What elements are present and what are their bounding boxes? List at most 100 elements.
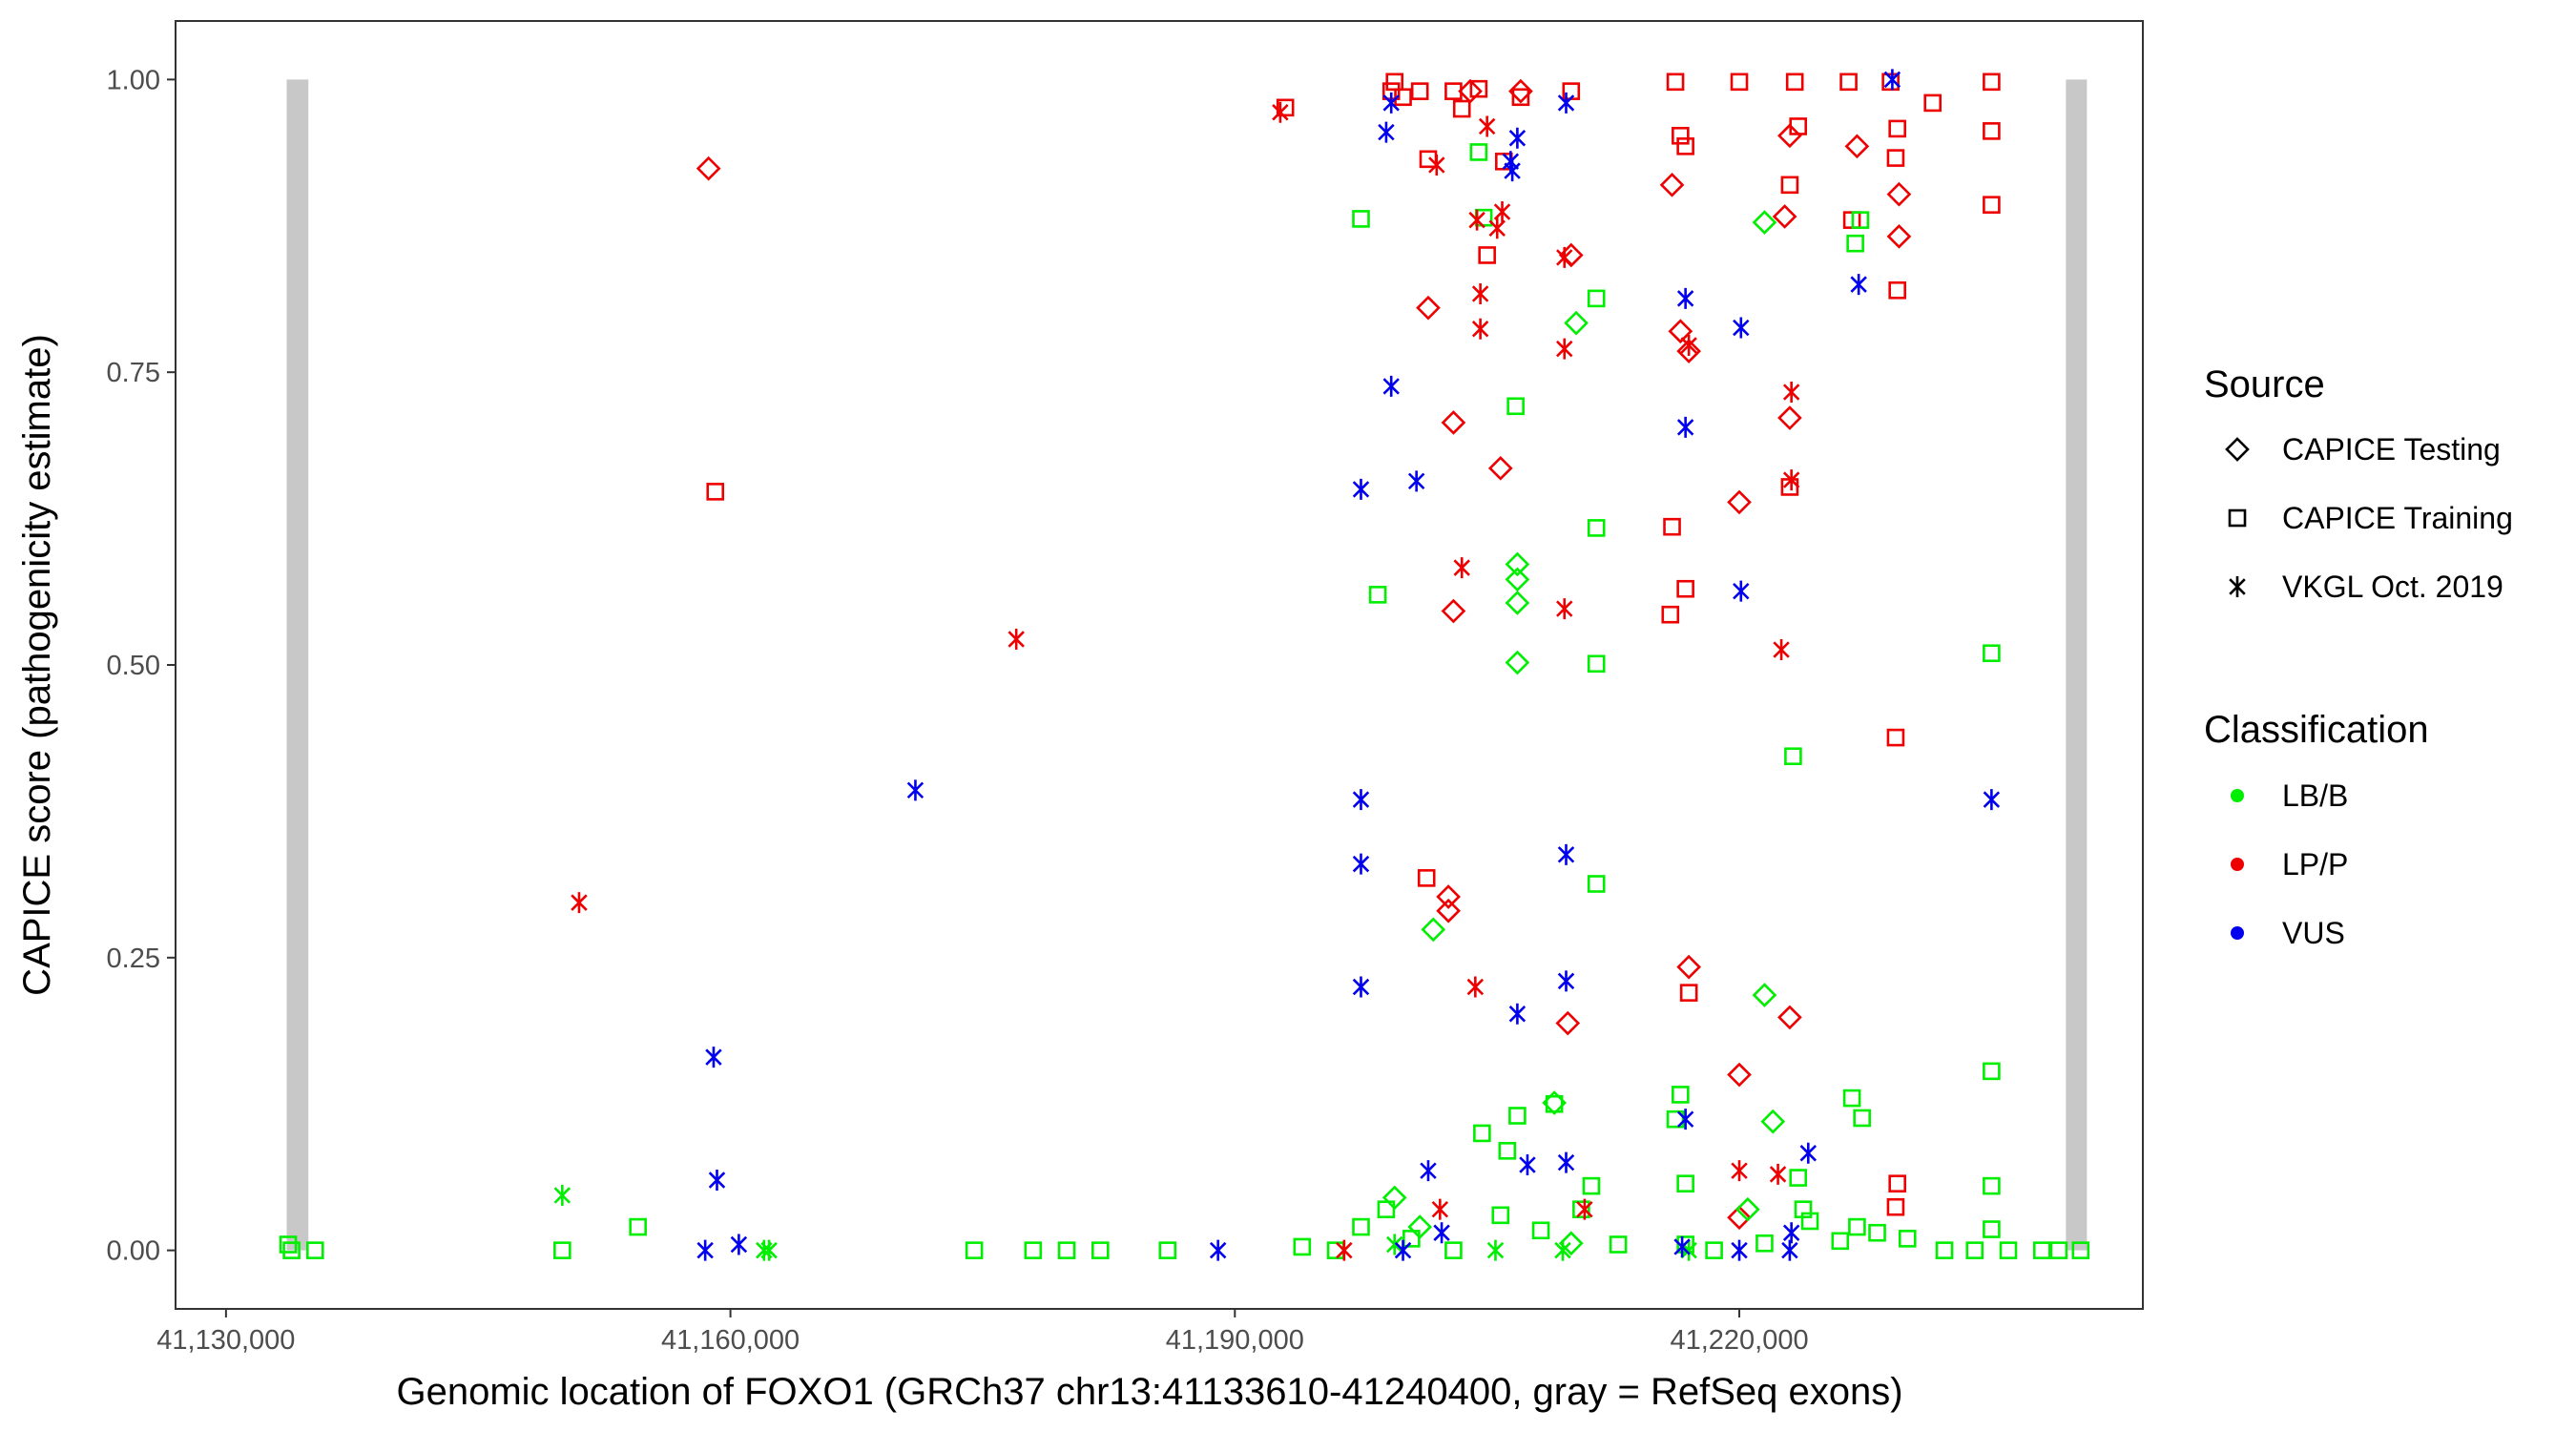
data-point-training-lb-b-7 xyxy=(1024,1241,1043,1259)
data-point-training-lb-b-31 xyxy=(1672,1086,1690,1104)
data-point-training-lp-p-34 xyxy=(1983,73,2001,92)
data-point-training-lp-p-38 xyxy=(1789,117,1808,135)
exon-bar-2 xyxy=(2066,79,2088,1251)
data-point-vkgl-vus-5 xyxy=(906,779,924,801)
data-point-training-lb-b-29 xyxy=(1531,1221,1550,1240)
data-point-vkgl-vus-4 xyxy=(730,1234,748,1255)
y-tick-label-2: 0.25 xyxy=(107,944,160,974)
data-point-training-lb-b-52 xyxy=(1846,234,1864,253)
data-point-training-lp-p-21 xyxy=(1785,73,1804,92)
data-point-vkgl-lb-b-5 xyxy=(1486,1239,1505,1261)
x-tick-label-1: 41,130,000 xyxy=(156,1325,295,1356)
data-point-testing-lp-p-9 xyxy=(1659,172,1685,197)
data-point-vkgl-lp-p-11 xyxy=(1488,218,1506,239)
data-point-training-lb-b-9 xyxy=(1091,1241,1110,1259)
data-point-training-lb-b-21 xyxy=(1587,519,1606,537)
data-point-training-lp-p-7 xyxy=(1444,82,1463,100)
data-point-training-lp-p-30 xyxy=(1886,728,1905,747)
data-point-testing-lp-p-19 xyxy=(1777,1005,1802,1030)
data-point-vkgl-vus-17 xyxy=(1433,1222,1450,1244)
data-point-vkgl-lp-p-3 xyxy=(1272,101,1289,123)
data-point-vkgl-lp-p-6 xyxy=(1453,557,1470,579)
data-point-training-lb-b-22 xyxy=(1587,654,1606,674)
data-point-vkgl-vus-36 xyxy=(1883,69,1901,91)
data-point-training-lp-p-8 xyxy=(1469,79,1488,98)
legend-class-label-lp-p: LP/P xyxy=(2282,847,2348,881)
data-point-vkgl-vus-34 xyxy=(1799,1142,1817,1164)
data-point-vkgl-lp-p-4 xyxy=(1336,1239,1353,1261)
data-point-testing-lp-p-14 xyxy=(1727,1062,1752,1088)
data-point-training-lb-b-8 xyxy=(1057,1241,1076,1259)
data-point-training-lb-b-54 xyxy=(1444,1241,1463,1259)
data-point-training-lb-b-30 xyxy=(1402,1230,1421,1248)
data-point-training-lb-b-44 xyxy=(1983,644,2001,663)
data-point-vkgl-vus-24 xyxy=(1557,843,1575,865)
data-point-testing-lb-b-13 xyxy=(1558,1231,1584,1256)
data-point-training-lb-b-16 xyxy=(1377,1200,1396,1218)
data-point-training-lb-b-39 xyxy=(1853,1109,1871,1128)
data-point-training-lb-b-27 xyxy=(1545,1094,1564,1113)
data-point-training-lp-p-5 xyxy=(1410,82,1429,100)
data-point-testing-lp-p-7 xyxy=(1436,898,1461,923)
data-point-training-lb-b-43 xyxy=(1965,1241,1984,1259)
x-tick-label-2: 41,160,000 xyxy=(661,1325,800,1356)
data-point-testing-lp-p-10 xyxy=(1668,319,1693,344)
data-point-vkgl-vus-37 xyxy=(1983,789,2001,811)
data-point-training-lb-b-61 xyxy=(1868,1223,1886,1242)
data-point-testing-lb-b-1 xyxy=(1564,310,1589,336)
data-point-training-lb-b-14 xyxy=(1368,586,1387,604)
data-point-vkgl-vus-39 xyxy=(1781,1239,1798,1261)
data-point-vkgl-vus-16 xyxy=(1420,1160,1437,1182)
legend-source-label-testing: CAPICE Testing xyxy=(2282,432,2501,467)
data-point-testing-lp-p-11 xyxy=(1676,339,1701,363)
data-point-training-lb-b-2 xyxy=(282,1241,301,1259)
data-point-training-lp-p-19 xyxy=(1679,984,1698,1002)
data-point-training-lb-b-25 xyxy=(1498,1142,1517,1160)
data-point-vkgl-lp-p-22 xyxy=(1769,1163,1787,1185)
data-point-training-lb-b-53 xyxy=(1851,211,1870,229)
data-point-training-lp-p-11 xyxy=(1511,88,1530,107)
data-point-training-lb-b-15 xyxy=(1352,1217,1370,1236)
data-point-training-lp-p-37 xyxy=(1417,869,1436,887)
data-point-testing-lb-b-9 xyxy=(1760,1109,1786,1134)
x-tick-label-4: 41,220,000 xyxy=(1670,1325,1808,1356)
data-point-training-lb-b-28 xyxy=(1582,1176,1601,1195)
data-point-vkgl-lp-p-10 xyxy=(1466,976,1485,998)
data-point-training-lb-b-45 xyxy=(1983,1062,2001,1081)
data-point-training-lb-b-24 xyxy=(1473,1124,1491,1143)
data-point-training-lb-b-20 xyxy=(1587,289,1606,308)
legend-class-label-lb-b: LB/B xyxy=(2282,778,2348,813)
data-point-testing-lb-b-8 xyxy=(1752,983,1777,1007)
data-point-training-lb-b-4 xyxy=(553,1241,571,1259)
data-point-vkgl-vus-25 xyxy=(1557,970,1575,992)
data-point-vkgl-vus-11 xyxy=(1378,121,1395,143)
data-point-testing-lp-p-15 xyxy=(1727,1205,1752,1231)
data-point-vkgl-vus-6 xyxy=(1209,1239,1227,1261)
data-point-vkgl-vus-12 xyxy=(1382,92,1400,114)
legend-classification-title: Classification xyxy=(2204,709,2429,751)
data-point-vkgl-vus-7 xyxy=(1352,789,1370,811)
data-point-testing-lb-b-6 xyxy=(1421,917,1446,943)
data-point-vkgl-vus-1 xyxy=(696,1239,714,1261)
data-point-vkgl-lp-p-17 xyxy=(1680,334,1697,356)
y-tick-label-5: 1.00 xyxy=(107,65,160,95)
data-point-vkgl-lb-b-3 xyxy=(760,1239,778,1261)
data-point-training-lb-b-37 xyxy=(1789,1169,1808,1187)
data-point-training-lb-b-6 xyxy=(965,1241,984,1259)
data-point-training-lb-b-11 xyxy=(1293,1237,1312,1256)
legend-class-key-vus xyxy=(2231,926,2244,940)
data-point-vkgl-vus-22 xyxy=(1519,1154,1536,1176)
data-point-testing-lb-b-3 xyxy=(1505,567,1530,592)
data-point-testing-lb-b-14 xyxy=(1735,1196,1760,1222)
legend-source-label-vkgl: VKGL Oct. 2019 xyxy=(2282,570,2503,604)
data-point-training-lb-b-38 xyxy=(1842,1089,1861,1108)
data-point-training-lb-b-33 xyxy=(1676,1174,1694,1192)
data-point-training-lb-b-47 xyxy=(1983,1220,2001,1238)
data-point-training-lb-b-40 xyxy=(1848,1217,1866,1236)
data-point-vkgl-lb-b-1 xyxy=(553,1184,571,1206)
data-point-vkgl-vus-38 xyxy=(1731,1239,1748,1261)
data-point-testing-lp-p-1 xyxy=(696,156,721,181)
data-point-testing-lp-p-3 xyxy=(1441,410,1466,435)
data-point-training-lb-b-10 xyxy=(1158,1241,1177,1259)
